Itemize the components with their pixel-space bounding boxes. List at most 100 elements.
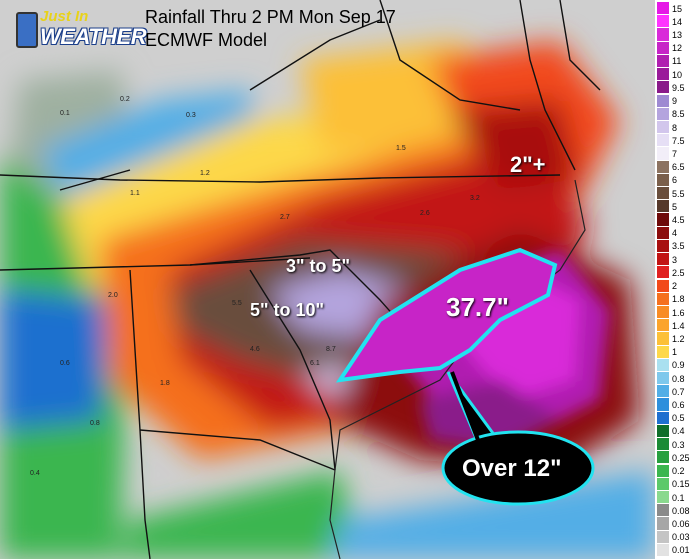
legend-label: 0.03 — [672, 532, 690, 543]
legend-swatch — [657, 107, 669, 120]
legend-swatch — [657, 305, 669, 319]
grid-value: 3.2 — [470, 195, 480, 202]
callout-text: Over 12" — [462, 455, 562, 482]
legend-label: 4.5 — [672, 215, 685, 226]
legend-label: 0.25 — [672, 452, 690, 463]
legend-swatch — [657, 160, 669, 173]
rainfall-legend: 15 14 13 12 11 10 9.5 9 8.5 8 7.5 7 6.5 6 5.5 5 4.5 4 3.5 3… — [655, 0, 700, 559]
legend-label: 2.5 — [672, 267, 685, 278]
legend-swatch — [657, 226, 669, 239]
legend-label: 12 — [672, 43, 683, 54]
legend-label: 0.1 — [672, 492, 685, 503]
legend-label: 0.6 — [672, 400, 685, 411]
map-title-line2: ECMWF Model — [145, 30, 268, 50]
legend-label: 1.4 — [672, 320, 685, 331]
legend-label: 2 — [672, 281, 678, 292]
legend-label: 13 — [672, 30, 683, 41]
legend-swatch — [657, 239, 669, 253]
annotation-max-rainfall: 37.7" — [446, 292, 509, 322]
grid-value: 5.5 — [232, 300, 242, 307]
legend-label: 5.5 — [672, 188, 685, 199]
legend-swatch — [657, 543, 669, 556]
grid-value: 6.1 — [310, 360, 320, 367]
legend-label: 4 — [672, 228, 678, 239]
callout-pointer-fill — [450, 371, 480, 441]
grid-value: 1.5 — [396, 145, 406, 152]
legend-label: 8 — [672, 122, 678, 133]
grid-value: 0.1 — [60, 110, 70, 117]
legend-swatch — [657, 15, 669, 28]
legend-swatch — [657, 253, 669, 266]
grid-value: 4.6 — [250, 346, 260, 353]
legend-label: 9 — [672, 96, 678, 107]
legend-swatch — [657, 358, 669, 371]
legend-label: 6.5 — [672, 162, 685, 173]
legend-label: 3 — [672, 254, 678, 265]
grid-value: 2.7 — [280, 214, 290, 221]
legend-swatch — [657, 411, 669, 424]
legend-swatch — [657, 2, 669, 15]
legend-label: 0.15 — [672, 479, 690, 490]
legend-label: 7.5 — [672, 135, 685, 146]
legend-label: 1.6 — [672, 307, 685, 318]
grid-value: 0.2 — [120, 96, 130, 103]
legend-swatch — [657, 372, 669, 385]
legend-swatch — [657, 345, 669, 358]
legend-label: 15 — [672, 3, 683, 14]
legend-label: 11 — [672, 56, 682, 67]
legend-swatch — [657, 424, 669, 438]
legend-swatch — [657, 517, 669, 530]
legend-swatch — [657, 200, 669, 213]
grid-value: 1.1 — [130, 190, 140, 197]
legend-label: 0.4 — [672, 426, 685, 437]
logo-line2: WEATHER — [40, 24, 147, 49]
legend-swatch — [657, 438, 669, 451]
legend-label: 0.7 — [672, 386, 685, 397]
grid-value: 0.3 — [186, 112, 196, 119]
legend-swatch — [657, 504, 669, 517]
legend-label: 1 — [672, 347, 678, 358]
legend-swatch — [657, 28, 669, 41]
legend-swatch — [657, 213, 669, 226]
legend-label: 0.08 — [672, 505, 690, 516]
coastline — [329, 179, 586, 559]
legend-label: 0.3 — [672, 439, 685, 450]
grid-value: 8.7 — [326, 346, 336, 353]
legend-swatch — [657, 292, 669, 305]
legend-label: 0.2 — [672, 466, 685, 477]
legend-swatch — [657, 490, 669, 504]
legend-swatch — [657, 477, 669, 490]
max-rainfall-outline — [335, 247, 558, 383]
grid-value: 0.8 — [90, 420, 100, 427]
map-title: Rainfall Thru 2 PM Mon Sep 17 ECMWF Mode… — [145, 6, 396, 52]
legend-swatch — [657, 464, 669, 477]
legend-label: 0.9 — [672, 360, 685, 371]
legend-swatch — [657, 187, 669, 200]
legend-swatch — [657, 385, 669, 398]
grid-value: 1.8 — [160, 380, 170, 387]
grid-value: 1.2 — [200, 170, 210, 177]
legend-swatch — [657, 134, 669, 147]
legend-label: 1.2 — [672, 333, 685, 344]
legend-swatch — [657, 398, 669, 411]
legend-label: 5 — [672, 201, 678, 212]
legend-label: 0.5 — [672, 413, 685, 424]
map-title-line1: Rainfall Thru 2 PM Mon Sep 17 — [145, 7, 396, 27]
legend-swatch — [657, 147, 669, 160]
legend-label: 8.5 — [672, 109, 685, 120]
annotation-3-to-5: 3" to 5" — [286, 256, 351, 276]
legend-label: 1.8 — [672, 294, 685, 305]
legend-swatch — [657, 54, 669, 68]
logo-line1: Just In — [40, 8, 89, 25]
grid-value: 2.6 — [420, 210, 430, 217]
legend-label: 7 — [672, 148, 678, 159]
legend-label: 9.5 — [672, 82, 685, 93]
legend-label: 0.06 — [672, 518, 690, 529]
grid-value: 0.6 — [60, 360, 70, 367]
legend-swatch — [657, 120, 669, 134]
legend-swatch — [657, 266, 669, 279]
legend-swatch — [657, 279, 669, 292]
phone-icon — [16, 12, 38, 48]
legend-swatch — [657, 530, 669, 543]
